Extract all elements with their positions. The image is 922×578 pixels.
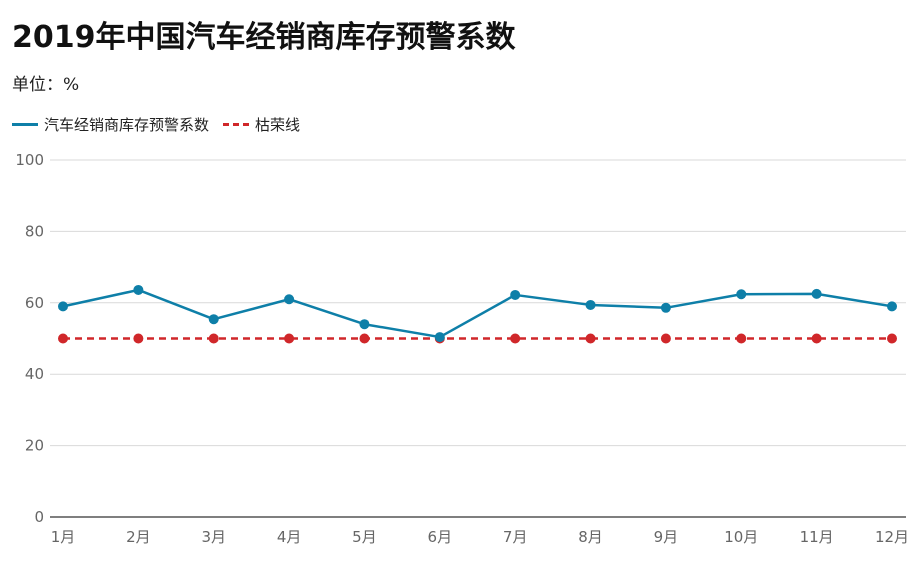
data-point-threshold (359, 333, 370, 344)
y-tick-label: 60 (25, 294, 44, 312)
data-point-threshold (887, 333, 897, 344)
data-point-index (434, 332, 445, 343)
unit-label: 单位：% (12, 75, 80, 95)
data-point-index (284, 294, 295, 305)
data-point-index (660, 302, 671, 313)
legend-item-threshold[interactable]: 枯荣线 (223, 114, 300, 135)
x-tick-label: 10月 (724, 528, 758, 546)
y-tick-label: 40 (25, 365, 44, 383)
y-tick-label: 80 (25, 222, 44, 240)
data-point-threshold (133, 333, 144, 344)
x-tick-label: 4月 (277, 528, 302, 546)
data-point-index (811, 288, 822, 299)
data-point-threshold (660, 333, 671, 344)
data-point-threshold (736, 333, 747, 344)
data-point-index (510, 289, 521, 300)
data-point-threshold (58, 333, 68, 344)
data-point-threshold (585, 333, 596, 344)
data-point-index (585, 299, 596, 310)
x-tick-label: 1月 (51, 528, 76, 546)
x-tick-label: 3月 (201, 528, 226, 546)
x-tick-label: 9月 (654, 528, 679, 546)
legend-label-index: 汽车经销商库存预警系数 (44, 115, 210, 134)
legend-swatch-index (12, 122, 38, 126)
data-point-index (133, 284, 144, 295)
data-point-threshold (811, 333, 822, 344)
data-point-index (359, 319, 370, 330)
y-tick-label: 100 (15, 151, 44, 169)
legend-label-threshold: 枯荣线 (255, 115, 301, 134)
series-line-index (62, 288, 893, 339)
x-tick-label: 6月 (428, 528, 453, 546)
legend-item-index[interactable]: 汽车经销商库存预警系数 (12, 114, 209, 135)
legend-swatch-threshold (223, 122, 250, 126)
y-tick-label: 20 (25, 437, 44, 455)
y-tick-label: 0 (34, 508, 44, 526)
data-point-index (58, 301, 68, 312)
data-point-threshold (510, 333, 521, 344)
x-tick-label: 11月 (800, 528, 834, 546)
x-tick-label: 12月 (875, 528, 909, 546)
x-tick-label: 7月 (503, 528, 528, 546)
chart-title: 2019年中国汽车经销商库存预警系数 (12, 20, 516, 55)
data-point-index (208, 314, 219, 325)
x-tick-label: 5月 (352, 528, 377, 546)
data-point-index (887, 301, 897, 312)
data-point-threshold (284, 333, 295, 344)
data-point-threshold (208, 333, 219, 344)
legend: 汽车经销商库存预警系数 枯荣线 (12, 114, 314, 134)
data-point-index (736, 289, 747, 300)
x-tick-label: 2月 (126, 528, 151, 546)
x-tick-label: 8月 (578, 528, 603, 546)
